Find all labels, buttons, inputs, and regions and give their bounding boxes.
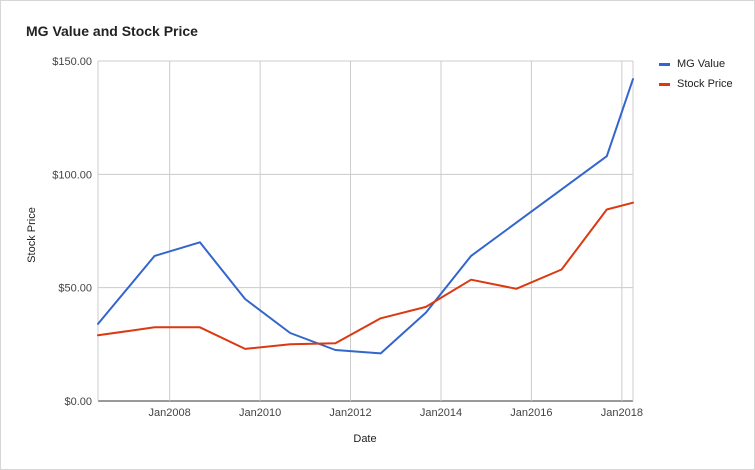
legend-item-stock-price: Stock Price xyxy=(659,74,733,94)
x-tick-label: Jan2014 xyxy=(420,407,462,419)
x-tick-label: Jan2008 xyxy=(149,407,191,419)
y-tick-label: $50.00 xyxy=(58,283,92,295)
series-line-mg-value xyxy=(97,78,634,355)
y-axis-title: Stock Price xyxy=(26,207,38,263)
y-tick-label: $150.00 xyxy=(52,56,92,68)
x-tick-label: Jan2010 xyxy=(239,407,281,419)
y-tick-label: $100.00 xyxy=(52,169,92,181)
y-tick-label: $0.00 xyxy=(64,396,92,408)
x-tick-label: Jan2018 xyxy=(601,407,643,419)
x-tick-label: Jan2016 xyxy=(510,407,552,419)
x-axis-title: Date xyxy=(353,433,376,445)
y-axis-ticks: $0.00 $50.00 $100.00 $150.00 xyxy=(52,56,92,408)
x-tick-label: Jan2012 xyxy=(329,407,371,419)
chart-title: MG Value and Stock Price xyxy=(26,23,198,39)
series-line-stock-price xyxy=(97,201,634,350)
grid-lines xyxy=(97,60,634,402)
legend-swatch xyxy=(659,82,670,86)
legend-label: MG Value xyxy=(677,58,726,70)
legend-swatch xyxy=(659,62,670,66)
series-lines xyxy=(97,78,634,355)
legend-item-mg-value: MG Value xyxy=(659,54,733,74)
legend-label: Stock Price xyxy=(677,78,733,90)
chart-legend: MG Value Stock Price xyxy=(659,54,733,94)
x-axis-ticks: Jan2008 Jan2010 Jan2012 Jan2014 Jan2016 Jan20… xyxy=(149,407,643,419)
